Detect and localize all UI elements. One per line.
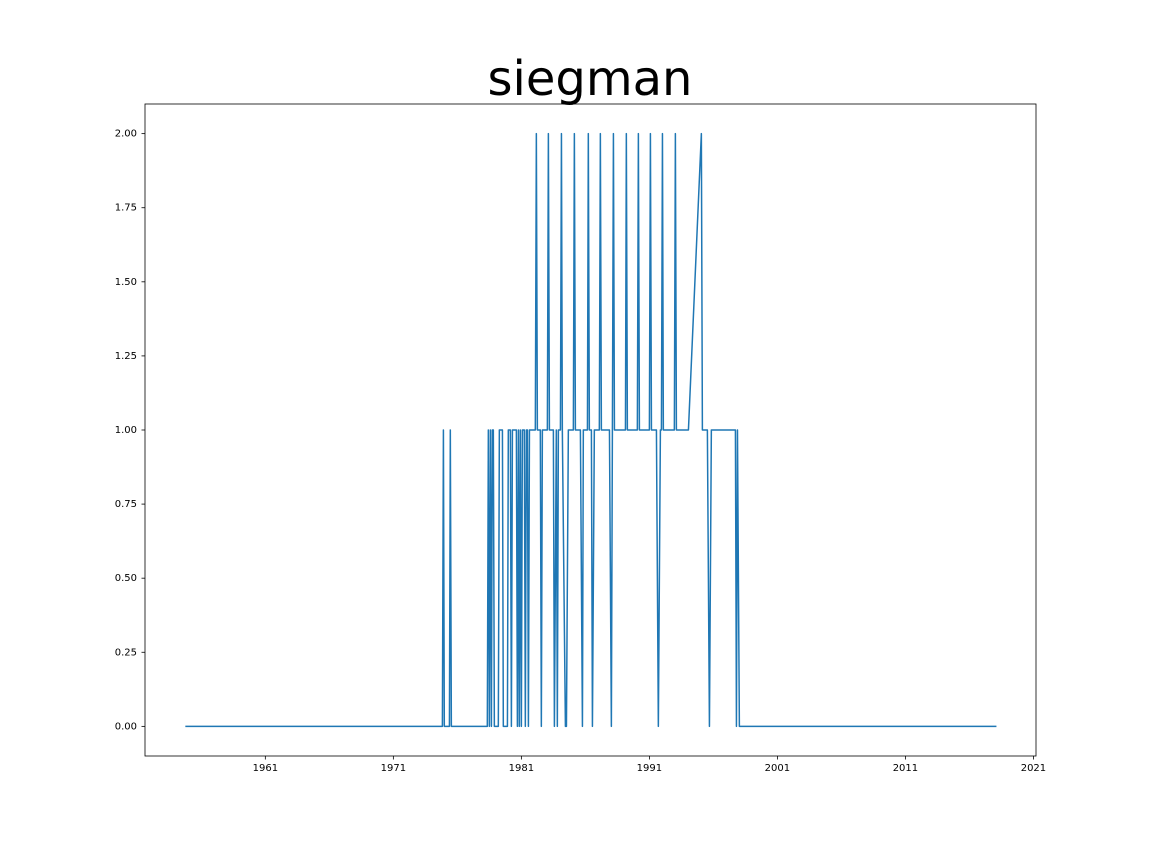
x-tick-label: 2001: [765, 763, 790, 774]
y-tick-label: 2.00: [115, 129, 137, 140]
x-tick-label: 2021: [1021, 763, 1046, 774]
x-tick-label: 1971: [381, 763, 406, 774]
x-tick-label: 1981: [509, 763, 534, 774]
y-tick-label: 0.00: [115, 721, 137, 732]
x-tick-label: 1961: [253, 763, 278, 774]
chart-title: siegman: [488, 51, 693, 107]
x-tick-label: 2011: [893, 763, 918, 774]
y-tick-label: 0.75: [115, 499, 137, 510]
y-tick-label: 1.25: [115, 351, 137, 362]
x-tick-label: 1991: [637, 763, 662, 774]
y-tick-label: 0.50: [115, 573, 137, 584]
y-tick-label: 1.50: [115, 277, 137, 288]
y-tick-label: 1.75: [115, 203, 137, 214]
data-line: [185, 132, 997, 728]
y-tick-label: 0.25: [115, 647, 137, 658]
y-tick-label: 1.00: [115, 425, 137, 436]
